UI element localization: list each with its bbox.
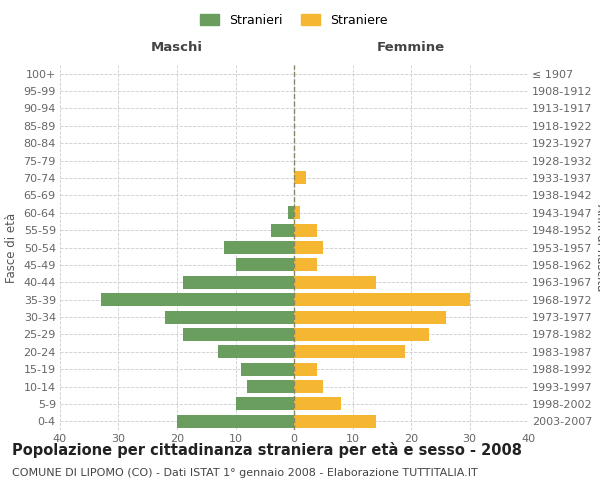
Bar xyxy=(241,362,294,376)
Bar xyxy=(294,293,470,306)
Text: Femmine: Femmine xyxy=(377,41,445,54)
Bar xyxy=(218,346,294,358)
Bar xyxy=(294,415,376,428)
Bar xyxy=(294,310,446,324)
Bar xyxy=(101,293,294,306)
Bar xyxy=(294,172,306,184)
Bar xyxy=(165,310,294,324)
Y-axis label: Fasce di età: Fasce di età xyxy=(5,212,18,282)
Bar xyxy=(294,224,317,236)
Bar xyxy=(294,258,317,272)
Bar xyxy=(294,206,300,220)
Text: COMUNE DI LIPOMO (CO) - Dati ISTAT 1° gennaio 2008 - Elaborazione TUTTITALIA.IT: COMUNE DI LIPOMO (CO) - Dati ISTAT 1° ge… xyxy=(12,468,478,478)
Bar xyxy=(294,380,323,393)
Bar xyxy=(294,328,428,341)
Bar xyxy=(288,206,294,220)
Bar xyxy=(235,258,294,272)
Legend: Stranieri, Straniere: Stranieri, Straniere xyxy=(196,8,392,32)
Bar xyxy=(294,346,405,358)
Bar xyxy=(294,276,376,289)
Bar xyxy=(294,398,341,410)
Bar xyxy=(247,380,294,393)
Bar xyxy=(271,224,294,236)
Bar xyxy=(224,241,294,254)
Text: Popolazione per cittadinanza straniera per età e sesso - 2008: Popolazione per cittadinanza straniera p… xyxy=(12,442,522,458)
Bar xyxy=(177,415,294,428)
Bar xyxy=(183,328,294,341)
Bar xyxy=(294,241,323,254)
Bar xyxy=(235,398,294,410)
Y-axis label: Anni di nascita: Anni di nascita xyxy=(594,204,600,291)
Bar xyxy=(294,362,317,376)
Bar xyxy=(183,276,294,289)
Text: Maschi: Maschi xyxy=(151,41,203,54)
